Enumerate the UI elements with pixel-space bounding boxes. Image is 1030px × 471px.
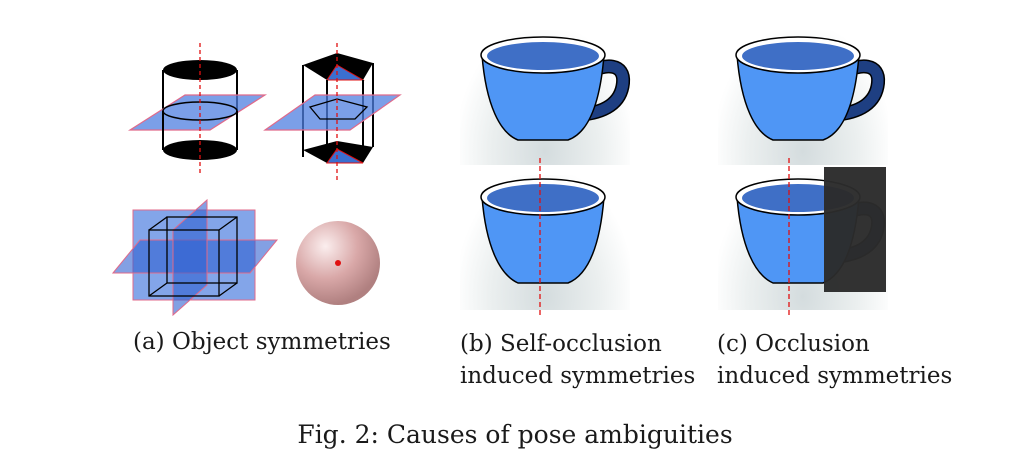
cup-with-handle [735, 36, 886, 141]
self-occlusion-figure [480, 36, 631, 315]
sphere-symmetry-illustration [296, 221, 380, 305]
occluded-cup [735, 158, 886, 315]
caption-line: (b) Self-occlusion [460, 331, 662, 357]
object-symmetries-figure [111, 43, 402, 317]
cup-with-handle [480, 36, 631, 141]
caption-object-symmetries: (a) Object symmetries [133, 326, 391, 358]
occlusion-figure [735, 36, 886, 315]
cup-handle-hidden [480, 158, 606, 315]
caption-line: induced symmetries [460, 363, 696, 389]
figure-caption: Fig. 2: Causes of pose ambiguities [297, 420, 733, 449]
caption-line: induced symmetries [717, 363, 953, 389]
prism-symmetry-illustration [263, 43, 402, 180]
caption-self-occlusion: (b) Self-occlusion induced symmetries [460, 328, 695, 392]
caption-occlusion: (c) Occlusion induced symmetries [717, 328, 952, 392]
caption-line: (c) Occlusion [717, 331, 870, 357]
cylinder-symmetry-illustration [127, 43, 268, 175]
caption-line: (a) Object symmetries [133, 329, 391, 355]
occluder-box [824, 167, 886, 292]
cube-symmetry-illustration [111, 198, 279, 317]
